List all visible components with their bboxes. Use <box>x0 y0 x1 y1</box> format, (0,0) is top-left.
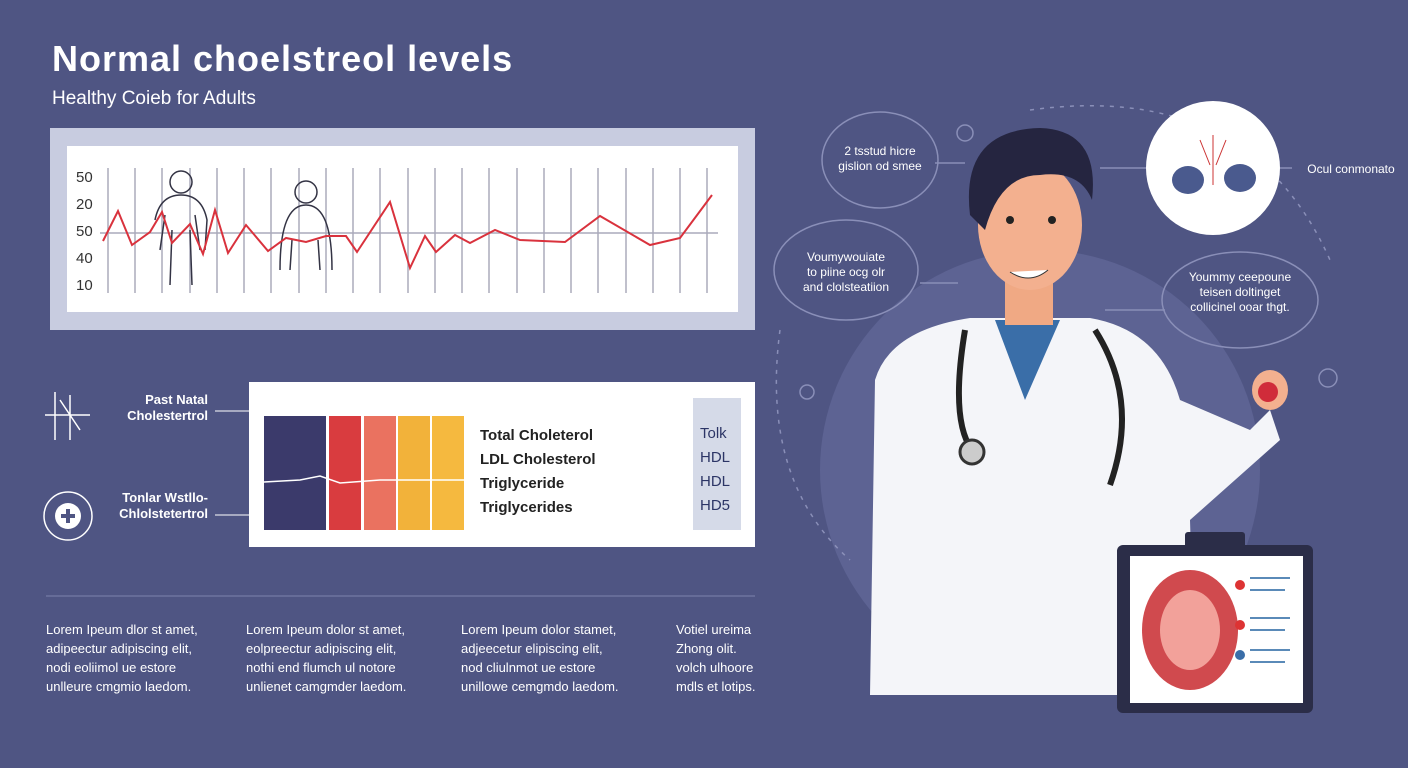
callout-line: Voumywouiate <box>806 250 886 264</box>
column-line: unillowe cemgmdo laedom. <box>461 679 619 694</box>
side-label: Tonlar Wstllo- <box>122 490 208 505</box>
decoration <box>43 491 93 541</box>
level-code: HDL <box>700 449 731 466</box>
decoration <box>432 416 464 530</box>
decoration <box>1250 577 1290 663</box>
callout-line: gislion od smee <box>838 159 922 173</box>
decoration <box>263 475 464 484</box>
level-label: Triglyceride <box>480 475 565 492</box>
column-line: Votiel ureima <box>676 622 752 637</box>
subtitle: Healthy Coieb for Adults <box>52 88 256 109</box>
column-line: nodi eoliimol ue estore <box>46 660 177 675</box>
level-label: Total Choleterol <box>480 427 594 444</box>
y-tick-label: 40 <box>76 250 93 267</box>
decoration <box>773 219 919 321</box>
decoration <box>1006 216 1014 224</box>
side-label: Past Natal <box>145 392 208 407</box>
decoration <box>978 160 1082 290</box>
y-tick-label: 50 <box>76 169 93 186</box>
decoration <box>1258 382 1278 402</box>
decoration <box>154 194 208 286</box>
decoration <box>1009 269 1049 279</box>
decoration <box>968 128 1093 230</box>
text-column: Lorem Ipeum dolor stamet, adjeecetur elip… <box>461 620 619 696</box>
column-line: adipeectur adipiscing elit, <box>46 641 192 656</box>
decoration <box>45 392 90 440</box>
callout: Voumywouiate to piine ocg olr and clolstea… <box>775 250 917 295</box>
decoration <box>956 124 974 142</box>
y-tick-label: 10 <box>76 277 93 294</box>
callout-line: Ocul conmonato <box>1307 162 1395 176</box>
side-label: Cholestertrol <box>127 408 208 423</box>
decoration <box>264 416 326 530</box>
decoration <box>1199 135 1227 185</box>
text-column: Lorem Ipeum dolor st amet, eolpreectur ad… <box>246 620 406 696</box>
callout-line: Yoummy ceepoune <box>1188 270 1292 284</box>
callout-line: and clolsteatiion <box>802 280 890 294</box>
column-line: nothi end flumch ul notore <box>246 660 396 675</box>
title: Normal choelstreol levels <box>52 38 514 79</box>
decoration <box>1048 216 1056 224</box>
decoration <box>1235 620 1245 630</box>
side-label: Chlolstetertrol <box>119 506 208 521</box>
decoration <box>1185 532 1245 550</box>
column-line: eolpreectur adipiscing elit, <box>246 641 397 656</box>
column-line: Lorem Ipeum dolor stamet, <box>461 622 617 637</box>
text-column: Lorem Ipeum dlor st amet, adipeectur adip… <box>46 620 198 696</box>
decoration <box>154 170 333 286</box>
decoration <box>1172 166 1204 194</box>
level-label: LDL Cholesterol <box>480 451 596 468</box>
callout: Ocul conmonato <box>1296 162 1406 177</box>
decoration <box>1235 650 1245 660</box>
decoration <box>775 329 851 561</box>
decoration <box>920 162 1292 311</box>
column-line: mdls et lotips. <box>676 679 756 694</box>
column-line: unlleure cmgmio laedom. <box>46 679 192 694</box>
callout: Yoummy ceepoune teisen doltinget collicine… <box>1165 270 1315 315</box>
y-tick-label: 50 <box>76 223 93 240</box>
callout-line: to piine ocg olr <box>806 265 886 279</box>
level-code: HDL <box>700 473 731 490</box>
level-label: Triglycerides <box>480 499 573 516</box>
decoration <box>995 320 1060 400</box>
callout: 2 tsstud hicre gislion od smee <box>822 144 938 174</box>
level-code: HD5 <box>700 497 731 514</box>
column-line: volch ulhoore <box>676 660 754 675</box>
decoration <box>102 194 713 271</box>
decoration <box>364 416 396 530</box>
decoration <box>799 384 815 400</box>
column-line: nod cliulnmot ue estore <box>461 660 596 675</box>
decoration <box>1224 164 1256 192</box>
decoration <box>329 416 361 530</box>
level-code: Tolk <box>700 425 727 442</box>
y-tick-label: 20 <box>76 196 93 213</box>
decoration <box>693 398 741 530</box>
decoration <box>61 509 75 523</box>
decoration <box>1161 251 1319 349</box>
decoration <box>958 438 986 466</box>
decoration <box>169 170 193 194</box>
callout-line: collicinel ooar thgt. <box>1190 300 1290 314</box>
column-line: Lorem Ipeum dolor st amet, <box>246 622 405 637</box>
callout-line: 2 tsstud hicre <box>844 144 916 158</box>
column-line: adjeecetur elipiscing elit, <box>461 641 603 656</box>
decoration <box>773 104 1338 561</box>
decoration <box>1160 590 1220 670</box>
decoration <box>821 111 939 209</box>
column-line: Zhong olit. <box>676 641 737 656</box>
callout-line: teisen doltinget <box>1199 285 1281 299</box>
decoration <box>43 392 93 541</box>
decoration <box>294 180 318 204</box>
decoration <box>398 416 430 530</box>
column-line: Lorem Ipeum dlor st amet, <box>46 622 198 637</box>
column-line: unlienet camgmder laedom. <box>246 679 407 694</box>
decoration <box>1318 368 1338 388</box>
text-column: Votiel ureima Zhong olit. volch ulhoore mdl… <box>676 620 755 696</box>
decoration <box>1235 580 1245 590</box>
decoration <box>100 168 718 293</box>
